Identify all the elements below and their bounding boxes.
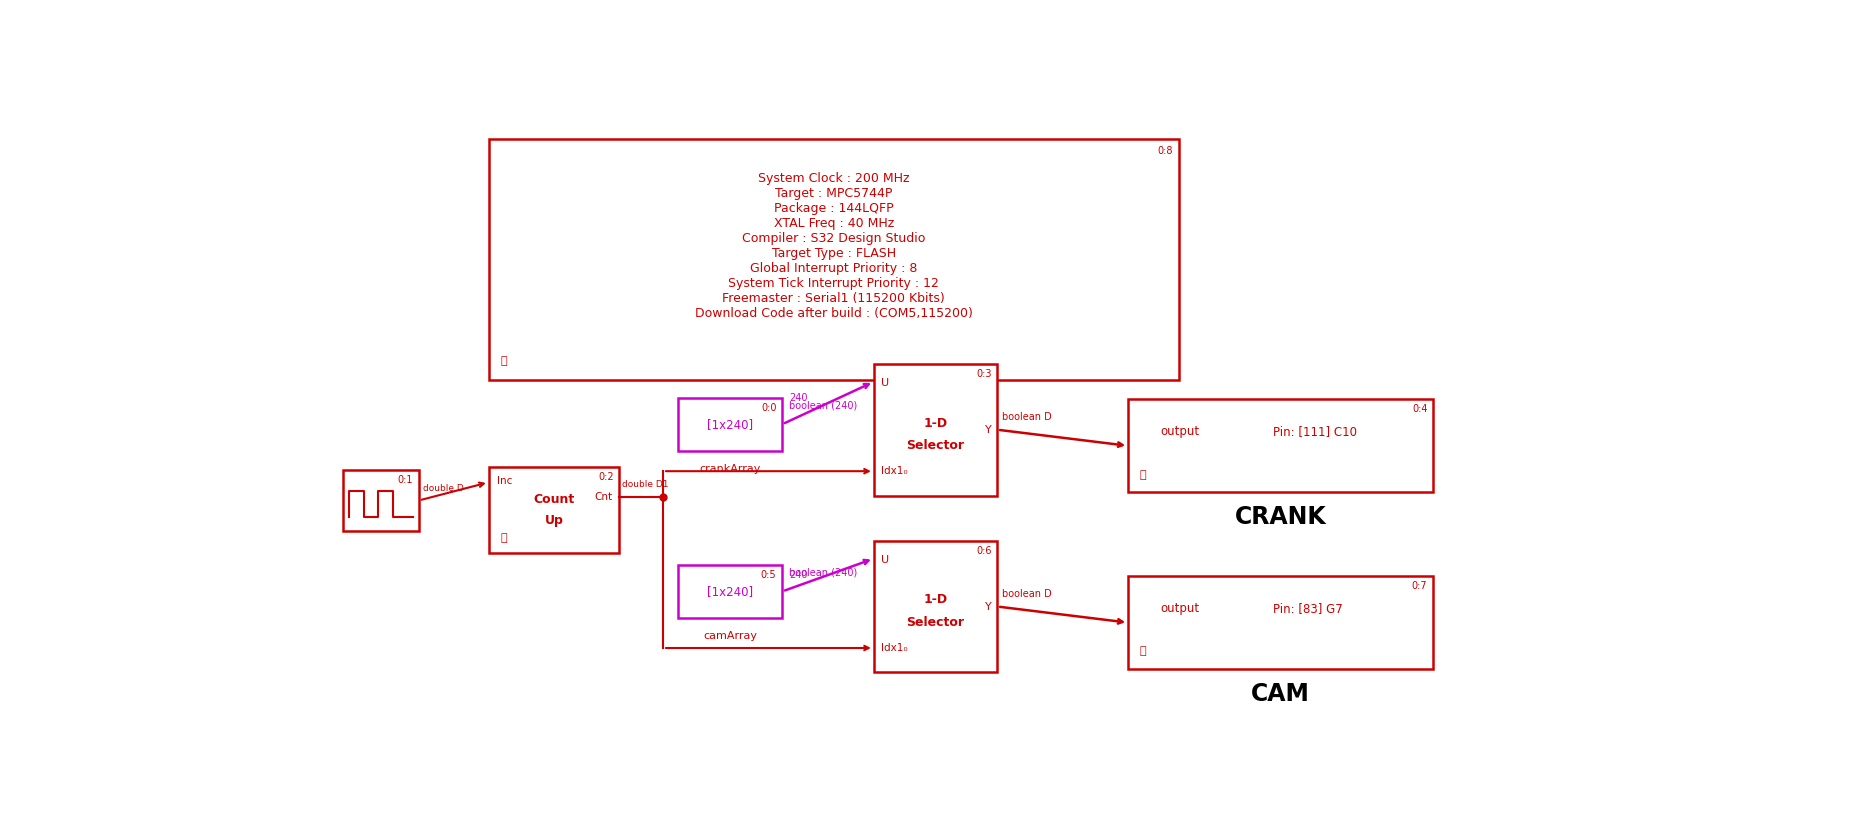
Text: camArray: camArray: [703, 630, 758, 640]
Text: Y: Y: [984, 425, 992, 435]
Text: [1x240]: [1x240]: [707, 418, 754, 431]
Text: 0:1: 0:1: [398, 475, 412, 485]
Text: CRANK: CRANK: [1236, 505, 1326, 529]
Text: U: U: [881, 378, 889, 388]
FancyBboxPatch shape: [1129, 576, 1432, 669]
Text: 0:6: 0:6: [977, 546, 992, 556]
Text: 0:3: 0:3: [977, 369, 992, 379]
Text: [1x240]: [1x240]: [707, 584, 754, 598]
Text: Inc: Inc: [497, 476, 512, 486]
Text: double D: double D: [424, 483, 463, 493]
Text: Pin: [83] G7: Pin: [83] G7: [1273, 602, 1342, 615]
Text: 0:5: 0:5: [761, 570, 776, 580]
Text: boolean (240): boolean (240): [789, 400, 857, 410]
Text: Selector: Selector: [906, 439, 964, 452]
Text: 240: 240: [789, 570, 808, 580]
Text: output: output: [1161, 602, 1200, 615]
Text: 240: 240: [789, 393, 808, 403]
Text: 0:7: 0:7: [1412, 581, 1427, 591]
Text: Pin: [111] C10: Pin: [111] C10: [1273, 425, 1357, 438]
FancyBboxPatch shape: [489, 139, 1179, 380]
Text: double D1: double D1: [622, 480, 669, 489]
FancyBboxPatch shape: [677, 565, 782, 618]
Text: 0:2: 0:2: [598, 472, 613, 482]
Text: Idx1₀: Idx1₀: [881, 466, 908, 476]
Text: 1-D: 1-D: [924, 594, 947, 606]
FancyBboxPatch shape: [874, 540, 998, 672]
Text: Idx1₀: Idx1₀: [881, 643, 908, 653]
Text: ⛓: ⛓: [501, 534, 506, 544]
FancyBboxPatch shape: [489, 467, 619, 554]
FancyBboxPatch shape: [343, 470, 418, 531]
Text: System Clock : 200 MHz
Target : MPC5744P
Package : 144LQFP
XTAL Freq : 40 MHz
Co: System Clock : 200 MHz Target : MPC5744P…: [696, 173, 973, 321]
Text: boolean (240): boolean (240): [789, 567, 857, 577]
Text: output: output: [1161, 425, 1200, 438]
FancyBboxPatch shape: [874, 364, 998, 496]
Text: boolean D: boolean D: [1001, 589, 1052, 599]
Text: ⛓: ⛓: [501, 356, 506, 366]
Text: U: U: [881, 555, 889, 565]
Text: Up: Up: [544, 514, 564, 527]
Text: 0:4: 0:4: [1412, 404, 1427, 414]
FancyBboxPatch shape: [677, 398, 782, 451]
Text: Selector: Selector: [906, 616, 964, 629]
Text: Cnt: Cnt: [594, 492, 611, 502]
Text: 1-D: 1-D: [924, 417, 947, 430]
Text: 0:0: 0:0: [761, 403, 776, 413]
Text: CAM: CAM: [1251, 681, 1311, 706]
FancyBboxPatch shape: [1129, 399, 1432, 493]
Text: Y: Y: [984, 601, 992, 611]
Text: Count: Count: [534, 493, 574, 506]
Text: ⛓: ⛓: [1140, 469, 1146, 479]
Text: ⛓: ⛓: [1140, 646, 1146, 656]
Text: 0:8: 0:8: [1157, 146, 1174, 156]
Text: boolean D: boolean D: [1001, 412, 1052, 422]
Text: crankArray: crankArray: [699, 463, 761, 473]
